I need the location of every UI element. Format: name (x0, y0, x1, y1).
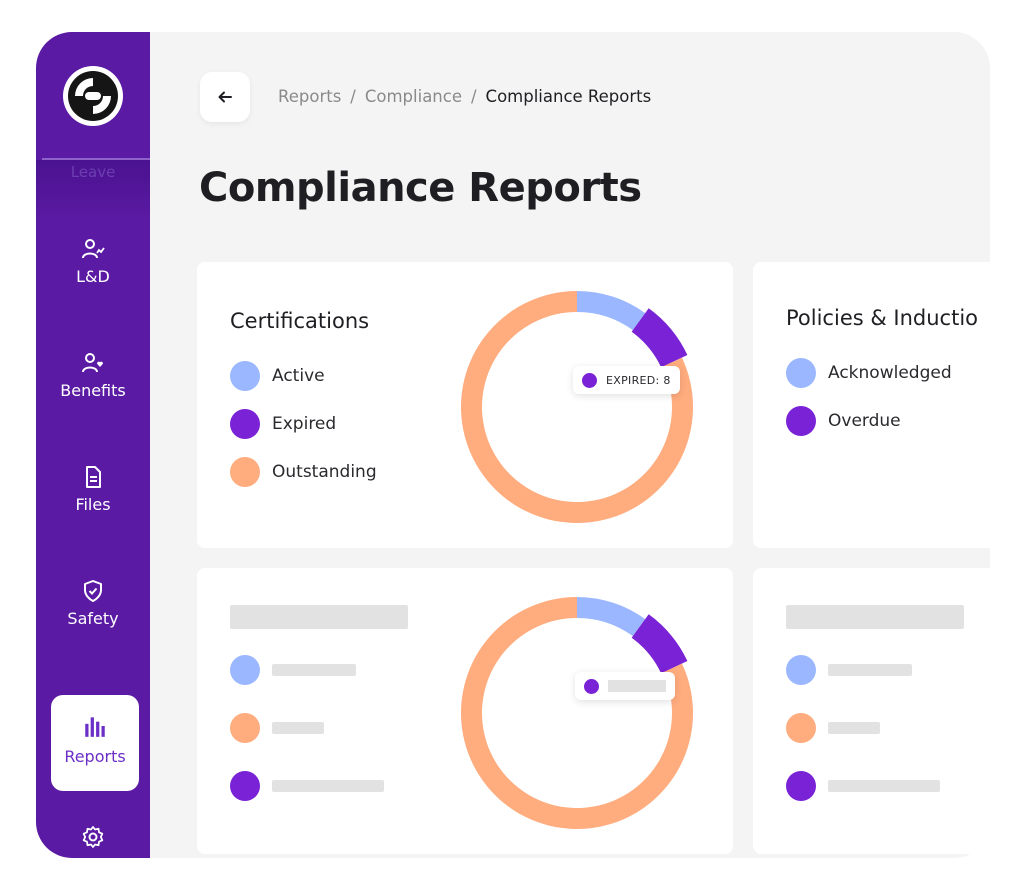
skeleton-tooltip (575, 672, 675, 700)
file-icon (86, 466, 101, 488)
skeleton-title (786, 605, 964, 629)
chart-tooltip: EXPIRED: 8 (573, 366, 680, 394)
gear-icon[interactable] (81, 825, 105, 849)
tooltip-dot (584, 678, 599, 694)
breadcrumb-current: Compliance Reports (485, 87, 652, 106)
sidebar-item-reports[interactable]: Reports (51, 695, 139, 791)
skeleton-card (753, 568, 990, 854)
skeleton-dot (230, 655, 260, 685)
skeleton-line (828, 780, 940, 792)
card-title: Certifications (230, 309, 370, 333)
skeleton-card (197, 568, 733, 854)
bar-chart-icon (85, 717, 105, 737)
back-button[interactable] (200, 72, 250, 122)
skeleton-dot (786, 655, 816, 685)
certifications-donut (461, 291, 693, 523)
breadcrumb: Reports / Compliance / Compliance Reports (278, 87, 651, 106)
logo-icon[interactable] (63, 66, 123, 126)
breadcrumb-separator: / (350, 87, 356, 106)
tooltip-text: EXPIRED: 8 (606, 373, 671, 387)
breadcrumb-compliance[interactable]: Compliance (364, 87, 462, 106)
arrow-left-icon (218, 91, 232, 103)
breadcrumb-separator: / (470, 87, 477, 106)
app-frame: Leave L&D Benefits Files (36, 32, 990, 858)
legend-dot (230, 457, 260, 487)
skeleton-dot (230, 713, 260, 743)
policies-card: Policies & Inductio Acknowledged Overdue (753, 262, 990, 548)
legend-label: Acknowledged (828, 363, 952, 383)
legend-item-active: Active (230, 361, 325, 391)
sidebar-item-benefits[interactable]: Benefits (36, 351, 150, 400)
legend-label: Overdue (828, 411, 901, 431)
skeleton-line (272, 780, 384, 792)
donut-slice-active[interactable] (577, 597, 646, 637)
certifications-card: Certifications Active Expired Outstandin… (197, 262, 733, 548)
skeleton-line (608, 680, 666, 692)
legend-label: Active (272, 366, 325, 386)
learning-icon (82, 239, 105, 259)
sidebar-item-files[interactable]: Files (36, 465, 150, 514)
sidebar-item-label: L&D (76, 267, 110, 286)
sidebar-item-ld[interactable]: L&D (36, 237, 150, 286)
sidebar-fade (36, 160, 150, 220)
skeleton-line (272, 664, 356, 676)
sidebar-item-label: Safety (67, 609, 119, 628)
donut-slice-active[interactable] (577, 291, 646, 331)
legend-item-outstanding: Outstanding (230, 457, 377, 487)
skeleton-donut (461, 597, 693, 829)
sidebar-item-label: Benefits (60, 381, 126, 400)
skeleton-line (828, 664, 912, 676)
legend-item-expired: Expired (230, 409, 336, 439)
sidebar: Leave L&D Benefits Files (36, 32, 150, 858)
legend-dot (786, 406, 816, 436)
donut-slice-expired[interactable] (631, 614, 688, 674)
sidebar-item-leave[interactable]: Leave (70, 163, 116, 181)
skeleton-dot (786, 713, 816, 743)
donut-slice-expired[interactable] (631, 308, 688, 368)
sidebar-item-safety[interactable]: Safety (36, 579, 150, 628)
legend-item-overdue: Overdue (786, 406, 901, 436)
skeleton-dot (230, 771, 260, 801)
legend-dot (230, 361, 260, 391)
shield-check-icon (84, 580, 102, 602)
tooltip-dot (582, 372, 597, 388)
skeleton-title (230, 605, 408, 629)
sidebar-divider (42, 158, 150, 160)
sidebar-item-label: Files (75, 495, 111, 514)
sidebar-item-label: Reports (64, 747, 126, 766)
legend-dot (230, 409, 260, 439)
legend-label: Outstanding (272, 462, 377, 482)
card-title: Policies & Inductio (786, 306, 979, 330)
breadcrumb-reports[interactable]: Reports (278, 87, 342, 106)
legend-dot (786, 358, 816, 388)
legend-label: Expired (272, 414, 337, 434)
skeleton-line (272, 722, 324, 734)
page-title: Compliance Reports (199, 165, 642, 211)
skeleton-dot (786, 771, 816, 801)
skeleton-line (828, 722, 880, 734)
user-heart-icon (82, 353, 103, 373)
legend-item-acknowledged: Acknowledged (786, 358, 952, 388)
